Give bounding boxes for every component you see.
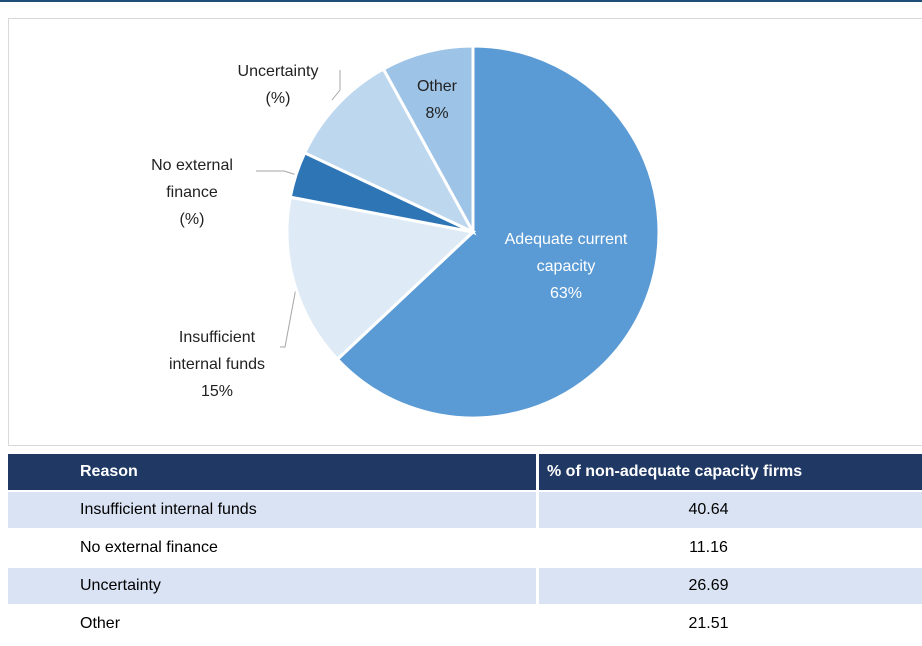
- table-row: No external finance 11.16: [8, 529, 922, 568]
- value-label: (%): [265, 90, 291, 107]
- table-cell: 21.51: [537, 605, 922, 644]
- value-label: 63%: [549, 285, 583, 302]
- value-label: 8%: [425, 105, 449, 122]
- pie: [285, 44, 661, 420]
- data-label: Adequate current capacity 63%: [481, 226, 651, 307]
- data-label: No external finance (%): [127, 152, 257, 233]
- table: Reason % of non-adequate capacity firms …: [8, 454, 922, 644]
- table-cell: Insufficient internal funds: [8, 491, 539, 530]
- table-cell: Uncertainty: [8, 567, 539, 606]
- category-label: Insufficient internal funds: [168, 329, 266, 373]
- pie-slice: [381, 44, 475, 233]
- pie-slice: [335, 44, 661, 420]
- table-cell: 11.16: [537, 529, 922, 568]
- table-row: Uncertainty 26.69: [8, 567, 922, 606]
- data-label: Other 8%: [407, 73, 467, 127]
- chart: [256, 44, 661, 420]
- value-label: 15%: [200, 383, 234, 400]
- data-label: Uncertainty (%): [213, 58, 343, 112]
- table-row: Insufficient internal funds 40.64: [8, 491, 922, 530]
- leader-line: [280, 287, 297, 348]
- table-body: Insufficient internal funds 40.64 No exter…: [8, 491, 922, 644]
- table-cell: Other: [8, 605, 539, 644]
- chart-frame: [8, 18, 922, 446]
- value-label: (%): [179, 211, 205, 228]
- table-cell: 26.69: [537, 567, 922, 606]
- pie-slice: [302, 66, 477, 236]
- category-label: Adequate current capacity: [504, 231, 628, 275]
- pie-slice: [285, 195, 477, 362]
- header-cell: Reason: [8, 454, 539, 492]
- header-cell: % of non-adequate capacity firms: [537, 454, 922, 492]
- data-label: Insufficient internal funds 15%: [152, 324, 282, 405]
- table-row: Other 21.51: [8, 605, 922, 644]
- top-rule: [0, 0, 922, 2]
- category-label: Other: [416, 78, 457, 95]
- leader-line: [331, 70, 341, 101]
- table-cell: 40.64: [537, 491, 922, 530]
- leader-line: [256, 170, 301, 177]
- header-row: Reason % of non-adequate capacity firms: [8, 454, 922, 492]
- table-cell: No external finance: [8, 529, 539, 568]
- category-label: No external finance: [151, 157, 233, 201]
- category-label: Uncertainty: [237, 63, 319, 80]
